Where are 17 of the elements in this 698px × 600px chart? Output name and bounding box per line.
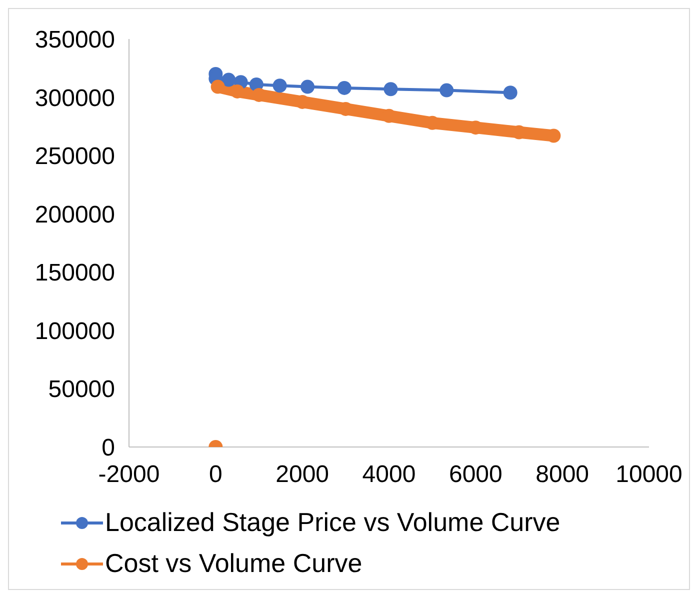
y-tick-label: 0 xyxy=(102,434,115,462)
y-tick-label: 200000 xyxy=(34,201,115,228)
y-tick-label: 350000 xyxy=(34,26,115,54)
x-tick-label: -2000 xyxy=(98,461,160,488)
y-tick-label: 250000 xyxy=(34,143,115,170)
x-tick-label: 4000 xyxy=(362,461,416,488)
legend-label: Localized Stage Price vs Volume Curve xyxy=(105,507,560,538)
legend-label: Cost vs Volume Curve xyxy=(105,548,362,579)
y-tick-label: 150000 xyxy=(34,260,115,287)
x-tick-label: 0 xyxy=(208,461,222,488)
x-tick-label: 6000 xyxy=(448,461,502,488)
y-tick-label: 100000 xyxy=(34,318,115,345)
y-tick-label: 300000 xyxy=(34,84,115,112)
x-tick-label: 2000 xyxy=(276,461,330,488)
y-tick-label: 50000 xyxy=(48,376,115,404)
x-tick-label: 8000 xyxy=(536,461,590,488)
x-tick-label: 10000 xyxy=(616,461,682,488)
